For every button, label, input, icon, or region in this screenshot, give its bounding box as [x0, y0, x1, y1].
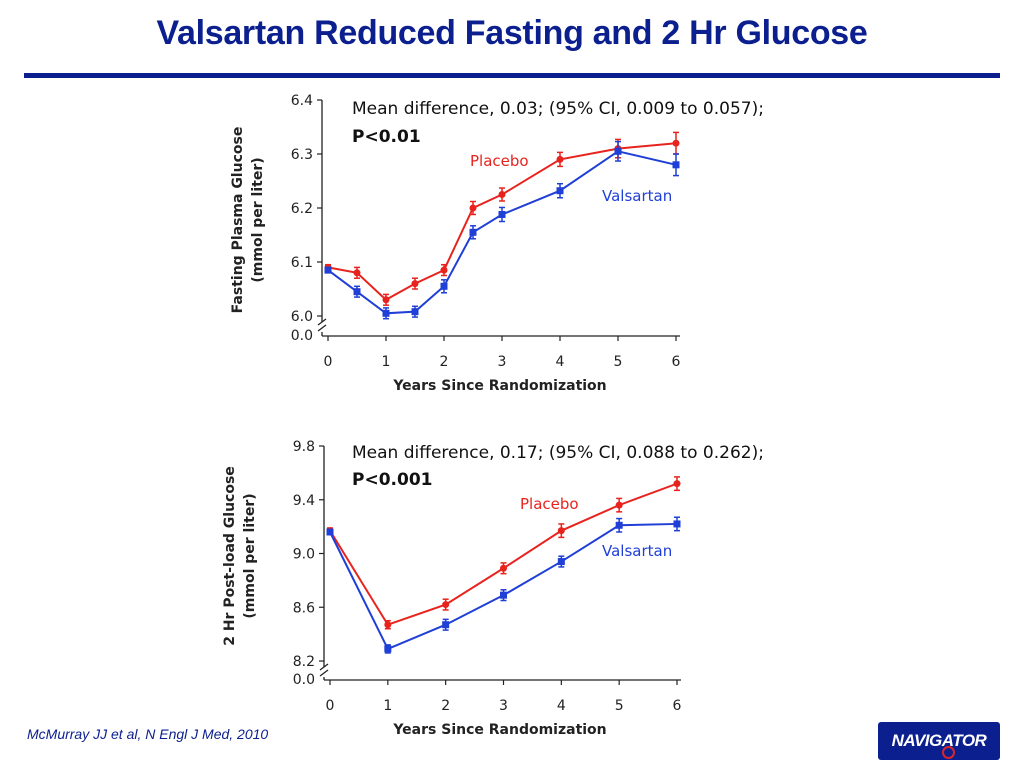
y-tick-label: 9.8 [293, 439, 315, 455]
postload-glucose-chart: Mean difference, 0.17; (95% CI, 0.088 to… [222, 439, 764, 738]
data-point [411, 308, 419, 316]
y-tick-label: 6.1 [291, 255, 313, 271]
data-point [353, 269, 361, 277]
data-point [384, 645, 392, 653]
data-point [673, 520, 681, 528]
data-point [382, 296, 390, 304]
y-axis-label: 2 Hr Post-load Glucose [222, 466, 238, 646]
x-tick-label: 5 [614, 354, 623, 370]
y-axis-unit: (mmol per liter) [242, 493, 258, 618]
data-point [556, 187, 564, 195]
chart-annotation: Mean difference, 0.17; (95% CI, 0.088 to… [352, 443, 764, 463]
logo-mark-icon [942, 746, 955, 759]
data-point [500, 564, 507, 572]
data-point [557, 527, 565, 535]
chart-p-value: P<0.001 [352, 470, 432, 490]
x-tick-label: 2 [440, 354, 449, 370]
data-point [382, 309, 390, 317]
y-tick-label: 9.0 [293, 547, 315, 563]
x-axis-label: Years Since Randomization [392, 722, 606, 738]
x-tick-label: 5 [615, 698, 624, 714]
fasting-glucose-chart: Mean difference, 0.03; (95% CI, 0.009 to… [230, 93, 764, 394]
series-line-valsartan [327, 150, 677, 315]
data-point [615, 521, 623, 529]
x-tick-label: 1 [383, 698, 392, 714]
y-tick-label: 8.2 [293, 654, 315, 670]
data-point [411, 280, 419, 288]
data-point [498, 210, 506, 218]
logo-text: NAVIGATOR [891, 731, 987, 750]
data-point [614, 147, 622, 155]
y-tick-label: 6.4 [291, 93, 313, 109]
data-point [442, 621, 450, 629]
x-tick-label: 2 [441, 698, 450, 714]
data-point [469, 228, 477, 236]
data-point [672, 139, 680, 147]
data-point [326, 528, 334, 536]
legend-valsartan: Valsartan [602, 542, 672, 560]
data-point [673, 480, 681, 488]
data-point [672, 161, 680, 169]
y-tick-label: 9.4 [293, 493, 315, 509]
legend-placebo: Placebo [470, 152, 529, 170]
y-axis-unit: (mmol per liter) [250, 157, 266, 282]
x-tick-label: 3 [499, 698, 508, 714]
data-point [384, 621, 392, 629]
y-break-label: 0.0 [291, 328, 313, 344]
axis-break-icon [317, 318, 327, 332]
data-point [557, 558, 565, 566]
y-tick-label: 8.6 [293, 600, 315, 616]
legend-valsartan: Valsartan [602, 187, 672, 205]
y-tick-label: 6.2 [291, 201, 313, 217]
x-tick-label: 0 [324, 354, 333, 370]
x-tick-label: 4 [556, 354, 565, 370]
x-tick-label: 6 [673, 698, 682, 714]
x-tick-label: 3 [498, 354, 507, 370]
data-point [498, 191, 506, 198]
chart-annotation: Mean difference, 0.03; (95% CI, 0.009 to… [352, 99, 764, 119]
y-break-label: 0.0 [293, 672, 315, 688]
title-divider [24, 73, 1000, 78]
y-axis-label: Fasting Plasma Glucose [230, 127, 246, 314]
axis-break-icon [319, 663, 329, 677]
data-point [440, 266, 448, 274]
data-point [615, 501, 623, 509]
data-point [500, 591, 507, 599]
legend-placebo: Placebo [520, 495, 579, 513]
citation: McMurray JJ et al, N Engl J Med, 2010 [27, 726, 269, 742]
x-tick-label: 6 [672, 354, 681, 370]
x-axis-label: Years Since Randomization [392, 378, 606, 394]
chart-p-value: P<0.01 [352, 127, 421, 147]
data-point [440, 282, 448, 290]
y-tick-label: 6.0 [291, 309, 313, 325]
series-line-placebo [327, 142, 677, 302]
y-tick-label: 6.3 [291, 147, 313, 163]
data-point [469, 204, 477, 212]
data-point [324, 266, 332, 274]
navigator-logo: NAVIGATOR [878, 722, 1000, 760]
x-tick-label: 0 [326, 698, 335, 714]
x-tick-label: 4 [557, 698, 566, 714]
data-point [442, 601, 450, 609]
data-point [353, 288, 361, 296]
x-tick-label: 1 [382, 354, 391, 370]
data-point [556, 155, 564, 163]
slide-title: Valsartan Reduced Fasting and 2 Hr Gluco… [156, 14, 868, 52]
